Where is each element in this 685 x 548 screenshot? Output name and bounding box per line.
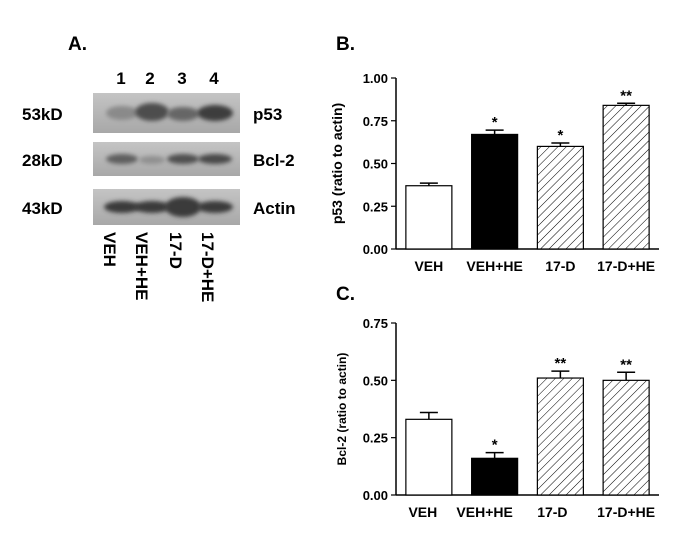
- blot-band: [104, 201, 140, 213]
- lane-label: VEH+HE: [132, 232, 151, 301]
- blot-band: [197, 201, 233, 213]
- x-tick-label: 17-D+HE: [597, 504, 655, 520]
- panel-b-label: B.: [336, 34, 355, 55]
- blot-band: [106, 154, 138, 164]
- blot-band: [135, 103, 169, 121]
- y-tick-label: 0.50: [363, 157, 388, 172]
- chart-c: 0.00 0.25 0.50 0.75 Bcl-2 (ratio to actin) VE…: [335, 316, 659, 520]
- blot-protein-label: Bcl-2: [253, 151, 295, 170]
- lane-number: 4: [209, 69, 219, 88]
- blot-size-label: 53kD: [22, 105, 63, 124]
- bar: [536, 145, 584, 250]
- blot-band: [167, 107, 199, 121]
- blot-protein-label: Actin: [253, 199, 296, 218]
- panel-a: A. 1 2 3 4 53kD p53 28kD Bcl-2: [22, 34, 296, 302]
- y-tick-label: 0.75: [363, 316, 388, 331]
- bar: [602, 379, 650, 496]
- significance-label: **: [620, 356, 632, 373]
- y-tick-label: 0.50: [363, 373, 388, 388]
- y-tick-label: 0.75: [363, 114, 388, 129]
- panel-a-label: A.: [68, 34, 87, 55]
- blot-size-label: 28kD: [22, 151, 63, 170]
- x-tick-label: VEH: [408, 504, 437, 520]
- blot-strip-p53: [93, 93, 240, 133]
- y-tick-label: 1.00: [363, 71, 388, 86]
- y-axis-title: Bcl-2 (ratio to actin): [335, 353, 349, 466]
- bar: [602, 104, 650, 250]
- blot-band: [198, 154, 232, 164]
- x-tick-label: 17-D: [537, 504, 567, 520]
- blot-protein-label: p53: [253, 105, 282, 124]
- x-tick-label: 17-D: [545, 258, 575, 274]
- blot-band: [106, 106, 138, 120]
- significance-label: *: [557, 127, 563, 144]
- lane-number: 1: [116, 69, 125, 88]
- panel-c-label: C.: [336, 284, 355, 305]
- significance-label: *: [492, 437, 498, 454]
- significance-label: **: [555, 355, 567, 372]
- lane-number: 2: [145, 69, 154, 88]
- lane-label: VEH: [100, 232, 119, 267]
- y-tick-label: 0.00: [363, 488, 388, 503]
- lane-label: 17-D: [166, 232, 185, 269]
- x-tick-label: VEH+HE: [466, 258, 522, 274]
- blot-band: [167, 154, 199, 164]
- bar: [471, 133, 519, 250]
- y-tick-label: 0.25: [363, 431, 388, 446]
- panel-b: B. 0.00 0.25 0.50 0.75 1.00 p53 (ratio to act…: [329, 34, 659, 274]
- y-tick-label: 0.00: [363, 242, 388, 257]
- blot-band: [139, 156, 165, 164]
- lane-label: 17-D+HE: [198, 232, 217, 302]
- y-tick-label: 0.25: [363, 199, 388, 214]
- bar: [405, 418, 453, 496]
- blot-band: [197, 105, 233, 121]
- blot-size-label: 43kD: [22, 199, 63, 218]
- x-tick-label: VEH: [414, 258, 443, 274]
- bar: [405, 185, 453, 250]
- bar: [536, 377, 584, 496]
- bar: [471, 457, 519, 496]
- y-axis-title: p53 (ratio to actin): [329, 103, 345, 224]
- blot-strip-bcl2: [93, 142, 240, 176]
- blot-band: [165, 197, 201, 217]
- significance-label: **: [620, 87, 632, 104]
- lane-number: 3: [177, 69, 186, 88]
- x-tick-label: VEH+HE: [456, 504, 512, 520]
- significance-label: *: [492, 114, 498, 131]
- x-tick-label: 17-D+HE: [597, 258, 655, 274]
- chart-b: 0.00 0.25 0.50 0.75 1.00 p53 (ratio to actin)…: [329, 71, 659, 274]
- blot-strip-actin: [93, 189, 240, 225]
- blot-band: [134, 201, 170, 213]
- panel-c: C. 0.00 0.25 0.50 0.75 Bcl-2 (ratio to actin…: [335, 284, 659, 520]
